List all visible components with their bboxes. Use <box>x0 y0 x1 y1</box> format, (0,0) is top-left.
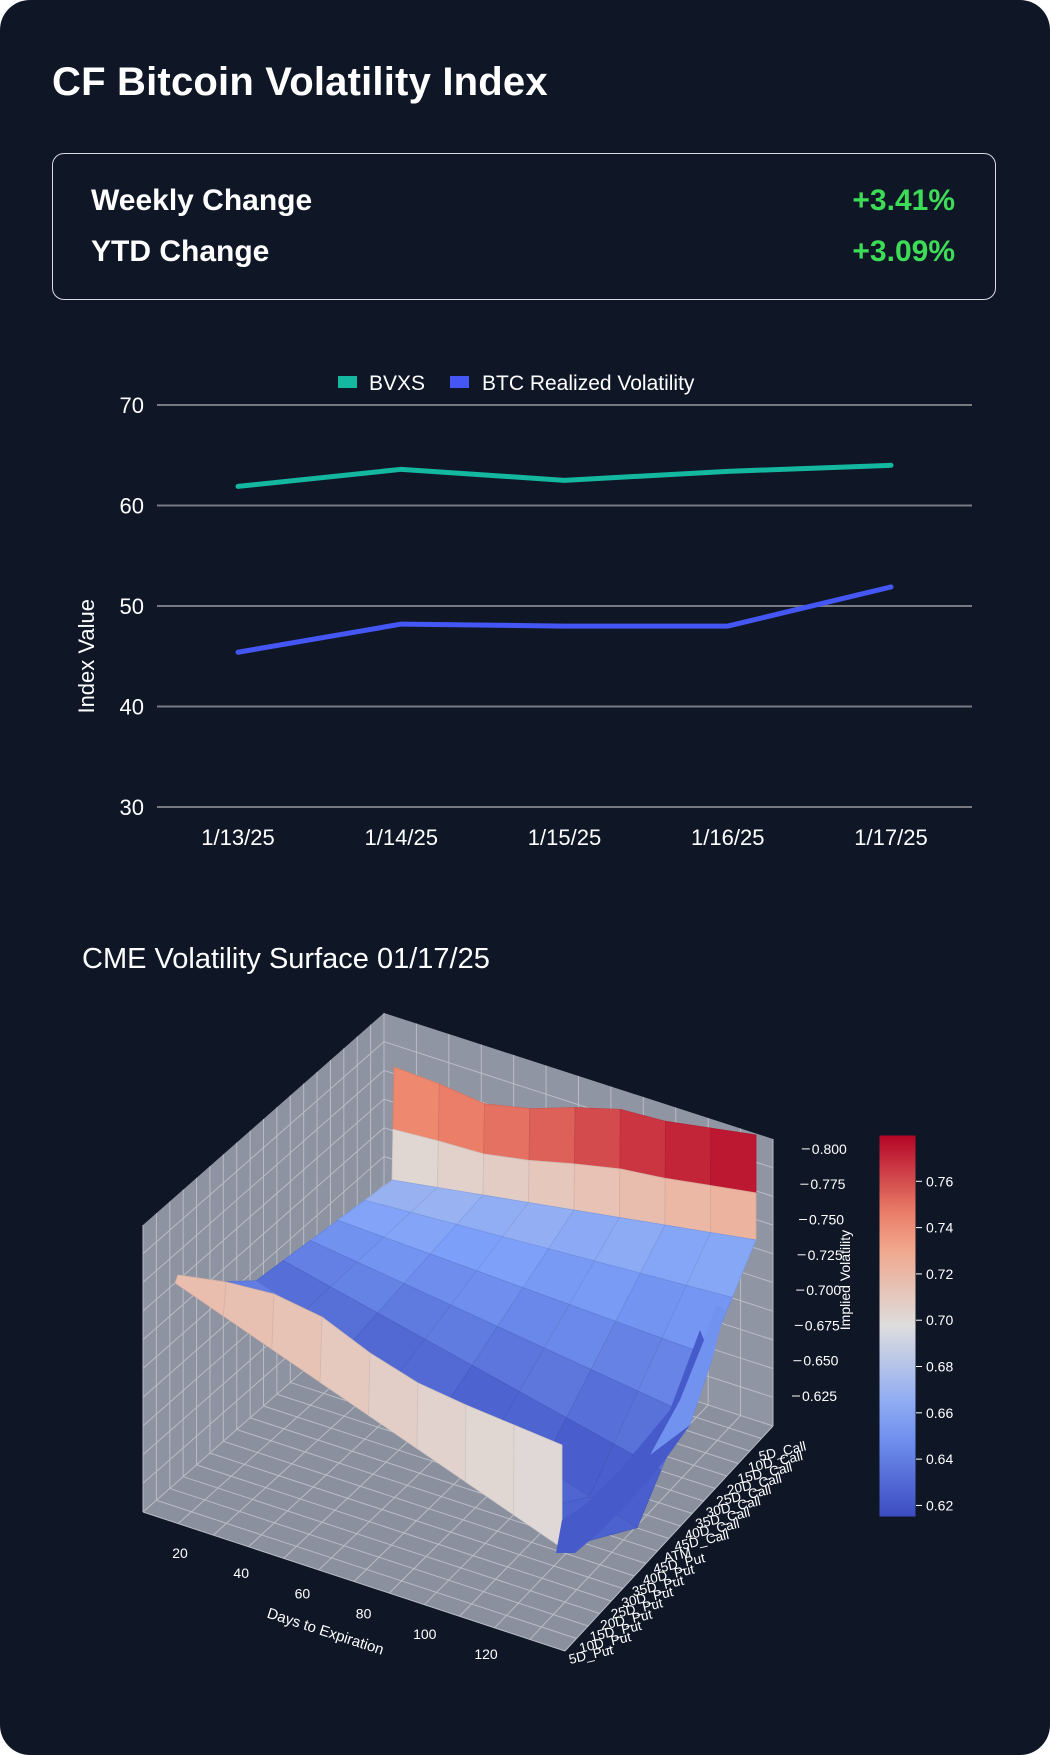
z-tick-label: 0.725 <box>808 1247 843 1263</box>
colorbar-tick-label: 0.64 <box>926 1451 953 1467</box>
z-tick-label: 0.625 <box>802 1388 837 1404</box>
data-point <box>889 584 893 589</box>
data-point <box>399 467 404 472</box>
x-tick-label: 100 <box>413 1626 437 1642</box>
legend-swatch-0 <box>338 376 357 388</box>
legend-swatch-1 <box>450 376 469 388</box>
z-tick-label: 0.650 <box>803 1353 838 1369</box>
colorbar-tick-label: 0.70 <box>926 1312 953 1328</box>
colorbar-tick-label: 0.74 <box>926 1220 953 1236</box>
x-tick-label: 20 <box>172 1545 188 1561</box>
y-axis-label: Index Value <box>74 599 99 714</box>
surface-back-lower-cell <box>528 1159 575 1211</box>
y-tick-label: ATM <box>662 1545 692 1566</box>
x-tick-label: 1/16/25 <box>691 825 764 850</box>
z-tick-label: 0.700 <box>806 1282 841 1298</box>
data-point <box>725 624 730 629</box>
surface-back-upper-cell <box>710 1127 757 1194</box>
ytd-change-label: YTD Change <box>91 235 270 268</box>
surface-trough-edge <box>650 1305 725 1455</box>
colorbar-tick-label: 0.62 <box>926 1497 953 1513</box>
floor-gridline <box>209 1452 623 1589</box>
weekly-change-row: Weekly Change +3.41% <box>91 184 955 224</box>
x-tick-label: 1/13/25 <box>201 825 274 850</box>
surface-back-upper-cell <box>483 1103 531 1161</box>
y-tick-label: 70 <box>120 393 144 418</box>
line-chart: 30 40 50 60 70 1/13/25 1/14/25 1/15/25 1/16/25 1/… <box>74 372 972 850</box>
page-title: CF Bitcoin Volatility Index <box>52 60 548 104</box>
surface-chart-title: CME Volatility Surface 01/17/25 <box>82 943 490 975</box>
surface-trough-edge <box>556 1330 712 1553</box>
surface-back-upper-cell <box>528 1107 576 1165</box>
y-tick-label: 50 <box>120 594 144 619</box>
x-tick-label: 1/15/25 <box>528 825 601 850</box>
data-point <box>236 650 240 655</box>
y-tick-label: 40 <box>120 695 144 720</box>
z-tick-label: 0.750 <box>809 1212 844 1228</box>
legend-label-0: BVXS <box>369 372 425 395</box>
data-point <box>562 478 567 483</box>
surface-back-upper-cell <box>619 1108 666 1179</box>
floor-gridline <box>142 1511 566 1652</box>
weekly-change-label: Weekly Change <box>91 184 313 217</box>
y-tick-label: 60 <box>120 494 144 519</box>
colorbar <box>878 1134 917 1518</box>
z-tick-label: 0.675 <box>805 1317 840 1333</box>
surface-back-lower-cell <box>482 1153 530 1203</box>
floor-gridline <box>183 1476 600 1614</box>
y-tick-label: 30 <box>120 795 144 820</box>
data-point <box>562 624 567 629</box>
x-tick-label: 120 <box>474 1646 498 1662</box>
floor-gridline <box>156 1499 577 1639</box>
surface-back-lower-cell <box>664 1177 712 1233</box>
x-tick-label: 80 <box>356 1606 372 1622</box>
z-tick-label: 0.775 <box>810 1176 845 1192</box>
legend-label-1: BTC Realized Volatility <box>482 372 695 395</box>
colorbar-tick-label: 0.66 <box>926 1405 953 1421</box>
colorbar-tick-label: 0.72 <box>926 1266 953 1282</box>
surface-back-upper-cell <box>664 1120 712 1186</box>
data-point <box>236 484 240 489</box>
colorbar-tick-label: 0.68 <box>926 1359 953 1375</box>
surface-back-upper-cell <box>574 1107 621 1170</box>
floor-gridline <box>169 1487 589 1627</box>
data-point <box>889 463 893 468</box>
x-tick-label: 60 <box>295 1585 311 1601</box>
stats-panel: Weekly Change +3.41% YTD Change +3.09% <box>52 153 996 300</box>
data-point <box>399 622 404 627</box>
weekly-change-value: +3.41% <box>852 184 955 217</box>
surface-back-lower-cell <box>619 1168 666 1226</box>
y-tick-label: 5D_Put <box>567 1642 614 1667</box>
colorbar-tick-label: 0.76 <box>926 1173 953 1189</box>
surface-back-lower-cell <box>710 1185 757 1241</box>
ytd-change-value: +3.09% <box>852 235 955 268</box>
z-tick-label: 0.800 <box>812 1141 847 1157</box>
floor-gridline <box>196 1464 612 1602</box>
z-axis-label: Implied Volatility <box>837 1230 853 1330</box>
x-tick-label: 1/17/25 <box>854 825 927 850</box>
ytd-change-row: YTD Change +3.09% <box>91 235 955 275</box>
x-tick-label: 40 <box>233 1565 249 1581</box>
floor-gridline <box>223 1440 635 1577</box>
x-tick-label: 1/14/25 <box>365 825 438 850</box>
data-point <box>725 469 730 474</box>
surface-back-lower-cell <box>573 1163 621 1218</box>
